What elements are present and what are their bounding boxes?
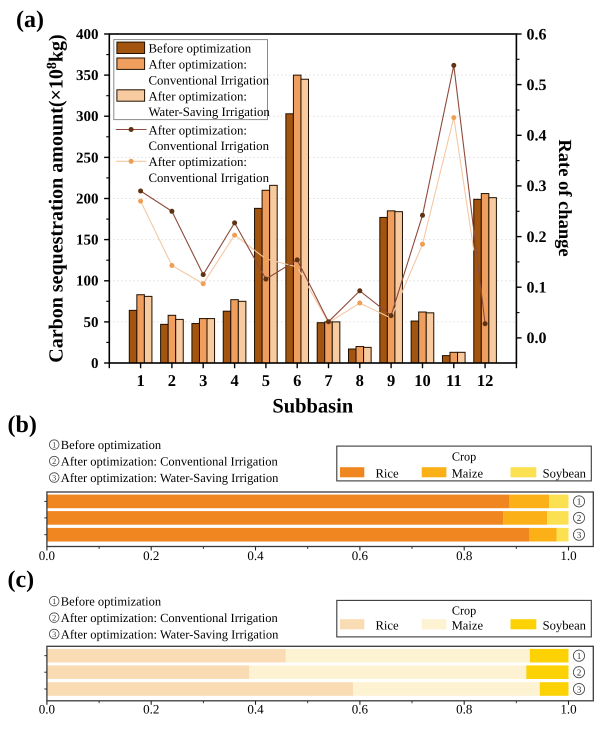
svg-text:Subbasin: Subbasin <box>272 396 354 418</box>
svg-text:0.6: 0.6 <box>352 702 369 717</box>
svg-text:100: 100 <box>76 274 99 290</box>
svg-text:0.8: 0.8 <box>456 702 472 717</box>
svg-text:250: 250 <box>76 150 99 166</box>
svg-text:0.0: 0.0 <box>39 702 55 717</box>
svg-text:2: 2 <box>577 668 582 678</box>
svg-text:Soybean: Soybean <box>543 619 587 633</box>
svg-text:Maize: Maize <box>452 467 484 481</box>
svg-text:Conventional Irrigation: Conventional Irrigation <box>149 171 270 185</box>
svg-text:0.2: 0.2 <box>143 702 159 717</box>
svg-text:3: 3 <box>577 684 582 694</box>
svg-text:400: 400 <box>76 27 99 43</box>
svg-text:7: 7 <box>324 371 332 390</box>
svg-text:3: 3 <box>199 371 207 390</box>
svg-text:1: 1 <box>52 441 56 450</box>
svg-text:Rate of change: Rate of change <box>554 139 574 256</box>
svg-text:8: 8 <box>356 371 364 390</box>
svg-text:0.1: 0.1 <box>527 280 547 297</box>
svg-text:2: 2 <box>577 513 582 523</box>
svg-text:2: 2 <box>52 457 56 466</box>
svg-text:(a): (a) <box>16 7 44 33</box>
svg-text:9: 9 <box>387 371 395 390</box>
svg-text:0.2: 0.2 <box>143 548 159 563</box>
svg-text:Rice: Rice <box>376 467 399 481</box>
svg-text:11: 11 <box>446 371 462 390</box>
svg-text:0.5: 0.5 <box>527 77 547 94</box>
svg-text:Carbon sequestration amount(×1: Carbon sequestration amount(×108kg) <box>45 34 68 362</box>
svg-text:3: 3 <box>52 630 56 639</box>
svg-text:1: 1 <box>577 651 582 661</box>
svg-text:After optimization:: After optimization: <box>149 155 247 169</box>
svg-text:12: 12 <box>477 371 494 390</box>
svg-text:0.4: 0.4 <box>247 548 264 563</box>
svg-text:300: 300 <box>76 109 99 125</box>
svg-text:After optimization:: After optimization: <box>149 123 247 137</box>
svg-text:3: 3 <box>52 474 56 483</box>
svg-text:Soybean: Soybean <box>543 467 587 481</box>
svg-text:After optimization:: After optimization: <box>149 89 247 103</box>
svg-text:2: 2 <box>52 614 56 623</box>
svg-text:1.0: 1.0 <box>560 702 576 717</box>
svg-text:4: 4 <box>230 371 238 390</box>
svg-text:6: 6 <box>293 371 301 390</box>
svg-text:After optimization:: After optimization: <box>149 58 247 72</box>
svg-text:200: 200 <box>76 191 99 207</box>
svg-text:0: 0 <box>91 356 99 372</box>
svg-text:0.0: 0.0 <box>527 330 547 347</box>
svg-text:After optimization: Convention: After optimization: Conventional Irrigat… <box>61 611 279 625</box>
svg-text:(c): (c) <box>8 567 35 593</box>
svg-text:Rice: Rice <box>376 619 399 633</box>
svg-text:Crop: Crop <box>452 450 476 464</box>
svg-text:Crop: Crop <box>452 604 476 618</box>
svg-text:3: 3 <box>577 530 582 540</box>
svg-text:After optimization: Water-Savi: After optimization: Water-Saving Irrigat… <box>61 471 279 485</box>
svg-text:0.3: 0.3 <box>527 178 547 195</box>
svg-text:Maize: Maize <box>452 619 484 633</box>
svg-text:Water-Saving Irrigation: Water-Saving Irrigation <box>149 105 271 119</box>
svg-text:0.6: 0.6 <box>527 26 547 43</box>
svg-text:1: 1 <box>52 597 56 606</box>
svg-text:Before optimization: Before optimization <box>149 42 252 56</box>
svg-text:0.6: 0.6 <box>352 548 369 563</box>
svg-text:Before optimization: Before optimization <box>61 595 162 609</box>
svg-text:2: 2 <box>168 371 176 390</box>
svg-text:(b): (b) <box>8 412 37 438</box>
svg-text:5: 5 <box>262 371 270 390</box>
svg-text:1: 1 <box>136 371 144 390</box>
svg-text:0.4: 0.4 <box>527 128 547 145</box>
svg-text:0.8: 0.8 <box>456 548 472 563</box>
svg-text:Before optimization: Before optimization <box>61 438 162 452</box>
svg-text:After optimization: Water-Savi: After optimization: Water-Saving Irrigat… <box>61 627 279 641</box>
svg-text:350: 350 <box>76 68 99 84</box>
svg-text:50: 50 <box>84 315 99 331</box>
svg-text:0.2: 0.2 <box>527 229 547 246</box>
svg-text:After optimization: Convention: After optimization: Conventional Irrigat… <box>61 454 279 468</box>
svg-text:1.0: 1.0 <box>560 548 576 563</box>
svg-text:Conventional Irrigation: Conventional Irrigation <box>149 139 270 153</box>
svg-text:150: 150 <box>76 233 99 249</box>
svg-text:0.0: 0.0 <box>39 548 55 563</box>
svg-text:10: 10 <box>414 371 431 390</box>
svg-text:1: 1 <box>577 497 582 507</box>
svg-text:Conventional Irrigation: Conventional Irrigation <box>149 73 270 87</box>
svg-text:0.4: 0.4 <box>247 702 264 717</box>
